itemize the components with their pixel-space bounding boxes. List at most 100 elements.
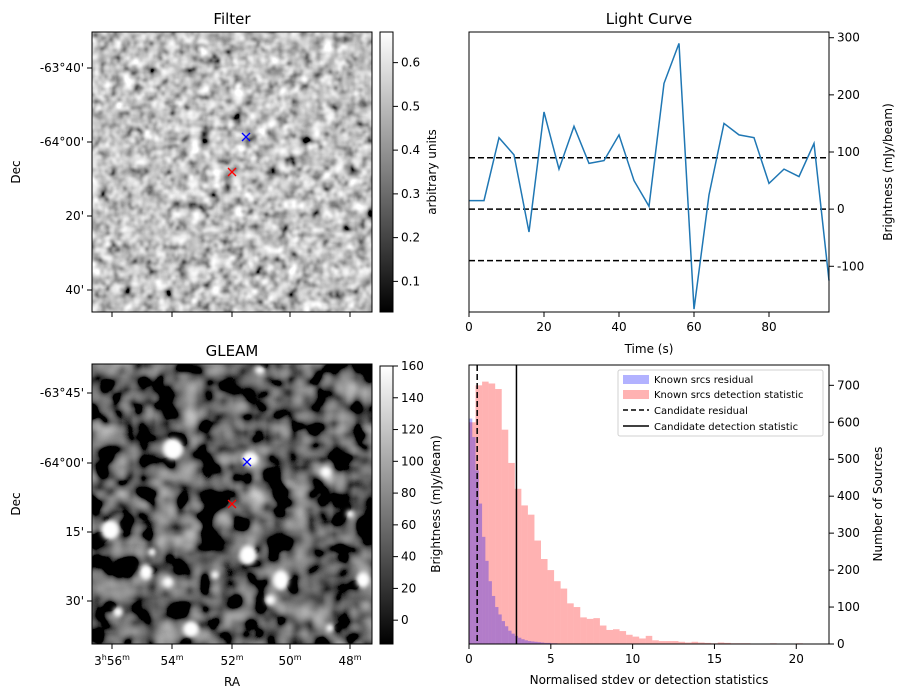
histogram-bar: [685, 642, 692, 644]
histogram-bar: [645, 635, 653, 644]
lightcurve-title: Light Curve: [606, 10, 692, 28]
lightcurve-panel: Light Curve 0 20 40 60 80 -100 0 100 200 300 Tim…: [465, 10, 895, 356]
histogram-bar: [508, 630, 512, 644]
histogram-bar: [469, 418, 473, 644]
histogram-bar: [482, 381, 489, 644]
histogram-ytick-label: 300: [837, 526, 860, 540]
gleam-cb-tick-label: 120: [401, 423, 424, 437]
histogram-bar: [469, 422, 476, 644]
gleam-source: [113, 607, 123, 617]
histogram-bar: [704, 642, 712, 644]
histogram-bar: [613, 629, 620, 644]
gleam-source: [139, 564, 153, 580]
gleam-xticks: 3h56m 54m 52m 50m 48m: [94, 644, 362, 668]
legend-label-cand-residual: Candidate residual: [654, 406, 748, 417]
histogram-bar: [524, 640, 528, 644]
gleam-cb-tick-label: 80: [401, 486, 416, 500]
histogram-bar: [541, 642, 545, 644]
histogram-bar: [619, 631, 627, 644]
histogram-legend: Known srcs residual Known srcs detection…: [617, 369, 824, 437]
filter-colorbar: 0.1 0.2 0.3 0.4 0.5 0.6 arbitrary units: [379, 31, 439, 313]
gleam-yticks: -63°45' -64°00' 15' 30': [40, 386, 92, 608]
filter-ytick-label: -64°00': [40, 135, 84, 149]
histogram-bar: [534, 641, 538, 644]
gleam-source: [326, 624, 334, 632]
filter-ytick-label: -63°40': [40, 61, 84, 75]
histogram-ytick-label: 600: [837, 415, 860, 429]
histogram-bar: [488, 581, 492, 644]
gleam-source: [101, 520, 119, 540]
histogram-bar: [580, 617, 587, 644]
histogram-bar: [498, 614, 502, 644]
gleam-ylabel: Dec: [9, 492, 23, 515]
lightcurve-line: [469, 43, 830, 310]
gleam-ytick-label: -64°00': [40, 456, 84, 470]
filter-ytick-label: 20': [65, 209, 84, 223]
gleam-title: GLEAM: [206, 342, 259, 360]
gleam-xtick-label: 3h56m: [94, 653, 130, 668]
histogram-bar: [593, 618, 600, 644]
gleam-cb-tick-label: 0: [401, 613, 409, 627]
histogram-bar: [567, 603, 574, 644]
filter-ylabel: Dec: [9, 160, 23, 183]
histogram-bar: [599, 625, 607, 644]
gleam-source: [356, 572, 370, 588]
gleam-source: [163, 577, 173, 587]
gleam-colorbar-label: Brightness (mJy/beam): [429, 435, 443, 573]
histogram-bar: [606, 629, 613, 644]
gleam-source: [346, 510, 354, 518]
histogram-xtick-label: 20: [789, 652, 804, 666]
filter-cb-tick-label: 0.4: [401, 143, 420, 157]
filter-marker-blue: [241, 132, 251, 142]
histogram-bar: [678, 641, 685, 644]
lightcurve-frame: [468, 31, 830, 313]
gleam-source: [265, 595, 275, 605]
histogram-ytick-label: 200: [837, 563, 860, 577]
gleam-cb-tick-label: 140: [401, 391, 424, 405]
gleam-cb-tick-label: 100: [401, 454, 424, 468]
filter-marker-red: [227, 167, 237, 177]
lightcurve-yticks: -100 0 100 200 300: [829, 31, 864, 273]
histogram-bar: [671, 641, 679, 644]
lightcurve-xtick-label: 0: [465, 320, 473, 334]
histogram-bar: [658, 641, 666, 644]
gleam-source: [321, 467, 331, 477]
filter-title: Filter: [213, 10, 251, 28]
histogram-bar: [626, 634, 633, 644]
lightcurve-xtick-label: 60: [686, 320, 701, 334]
histogram-xlabel: Normalised stdev or detection statistics: [530, 673, 769, 687]
gleam-marker-red: [227, 499, 237, 509]
filter-cb-tick-label: 0.1: [401, 274, 420, 288]
histogram-vlines: [476, 365, 518, 644]
histogram-bar: [632, 636, 640, 644]
histogram-bar: [547, 642, 551, 644]
histogram-ylabel: Number of Sources: [871, 447, 885, 562]
legend-swatch-residual: [623, 375, 649, 384]
histogram-bar: [495, 607, 499, 644]
histogram-bar: [547, 570, 555, 644]
histogram-xtick-label: 10: [625, 652, 640, 666]
lightcurve-ylabel: Brightness (mJy/beam): [881, 103, 895, 241]
lightcurve-ytick-label: -100: [837, 259, 864, 273]
lightcurve-hlines: [469, 156, 829, 262]
filter-ytick-label: 40': [65, 283, 84, 297]
histogram-bar: [534, 540, 541, 644]
histogram-xticks: 0 5 10 15 20: [465, 644, 804, 666]
histogram-bar: [511, 633, 515, 644]
gleam-source: [211, 571, 219, 579]
gleam-ytick-label: 30': [65, 594, 84, 608]
histogram-bars: [469, 381, 829, 644]
legend-label-cand-detection: Candidate detection statistic: [654, 422, 798, 433]
gleam-xtick-label: 50m: [278, 653, 301, 668]
histogram-bar: [495, 389, 502, 644]
gleam-panel: GLEAM -63°45' -64°00' 15' 30' 3h56m 54m 52m 50…: [9, 342, 443, 689]
gleam-xtick-label: 48m: [338, 653, 361, 668]
histogram-bar: [717, 642, 725, 644]
lightcurve-xticks: 0 20 40 60 80: [465, 312, 777, 334]
histogram-bar: [482, 536, 486, 644]
histogram-bar: [488, 383, 496, 644]
filter-cb-tick-label: 0.3: [401, 187, 420, 201]
lightcurve-xtick-label: 20: [536, 320, 551, 334]
filter-cb-tick-label: 0.6: [401, 56, 420, 70]
